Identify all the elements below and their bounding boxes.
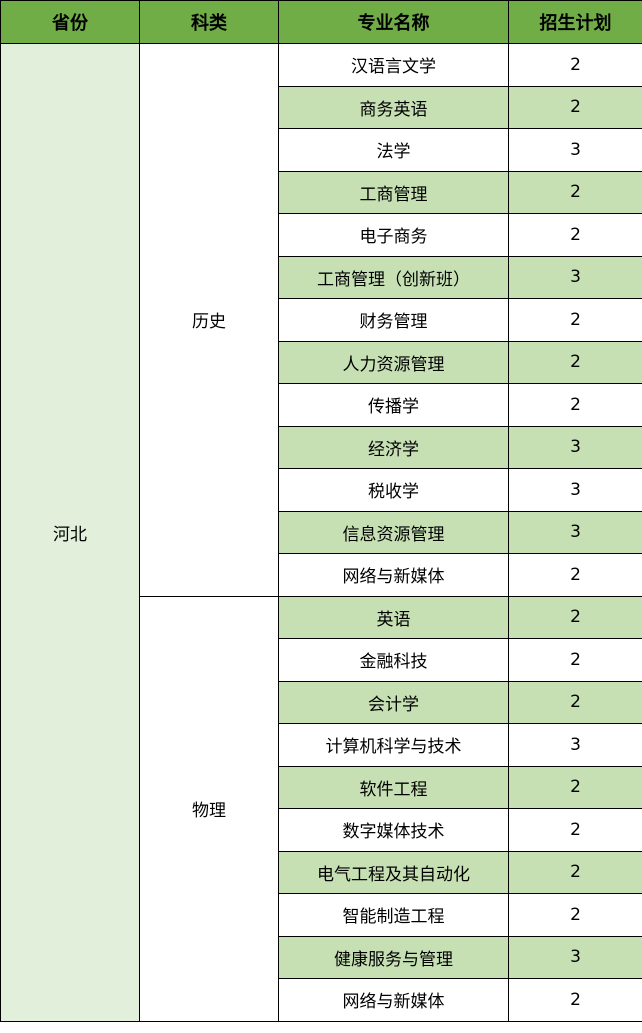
plan-cell: 2: [508, 213, 642, 257]
plan-cell: 2: [508, 383, 642, 427]
major-cell: 软件工程: [278, 765, 509, 809]
major-cell: 金融科技: [278, 638, 509, 682]
table-row: 工商管理（创新班） 3: [1, 255, 642, 299]
header-major: 专业名称: [278, 0, 509, 44]
major-cell: 财务管理: [278, 298, 509, 342]
table-row: 计算机科学与技术 3: [1, 723, 642, 767]
plan-cell: 2: [508, 765, 642, 809]
plan-cell: 3: [508, 510, 642, 554]
table-row: 金融科技 2: [1, 638, 642, 682]
major-cell: 智能制造工程: [278, 893, 509, 937]
plan-cell: 2: [508, 43, 642, 87]
major-cell: 健康服务与管理: [278, 935, 509, 979]
table-row: 河北 历史 汉语言文学 2: [0, 43, 642, 1022]
table-row: 传播学 2: [1, 383, 642, 427]
major-cell: 电子商务: [278, 213, 509, 257]
header-category: 科类: [139, 0, 279, 44]
category-cell: 历史: [139, 43, 279, 597]
table-row: 物理 英语 2: [1, 595, 642, 1022]
category-cell: 物理: [139, 595, 279, 1022]
major-cell: 计算机科学与技术: [278, 723, 509, 767]
plan-cell: 3: [508, 935, 642, 979]
plan-cell: 3: [508, 468, 642, 512]
major-cell: 工商管理: [278, 170, 509, 214]
header-province: 省份: [0, 0, 140, 44]
table-row: 税收学 3: [1, 468, 642, 512]
major-cell: 电气工程及其自动化: [278, 850, 509, 894]
table-row: 法学 3: [1, 128, 642, 172]
plan-cell: 2: [508, 553, 642, 597]
table-row: 信息资源管理 3: [1, 510, 642, 554]
table-row: 电子商务 2: [1, 213, 642, 257]
major-cell: 会计学: [278, 680, 509, 724]
plan-cell: 2: [508, 595, 642, 639]
plan-cell: 3: [508, 128, 642, 172]
table-row: 财务管理 2: [1, 298, 642, 342]
plan-cell: 2: [508, 850, 642, 894]
major-cell: 经济学: [278, 425, 509, 469]
plan-cell: 2: [508, 808, 642, 852]
major-cell: 网络与新媒体: [278, 553, 509, 597]
major-cell: 人力资源管理: [278, 340, 509, 384]
major-cell: 税收学: [278, 468, 509, 512]
table-row: 网络与新媒体 2: [1, 553, 642, 597]
plan-cell: 2: [508, 978, 642, 1022]
table-row: 人力资源管理 2: [1, 340, 642, 384]
plan-cell: 2: [508, 298, 642, 342]
plan-cell: 2: [508, 680, 642, 724]
table-row: 网络与新媒体 2: [1, 978, 642, 1022]
major-cell: 工商管理（创新班）: [278, 255, 509, 299]
major-cell: 数字媒体技术: [278, 808, 509, 852]
plan-cell: 2: [508, 340, 642, 384]
header-row: 省份 科类 专业名称 招生计划: [0, 0, 642, 44]
plan-cell: 3: [508, 425, 642, 469]
plan-cell: 2: [508, 638, 642, 682]
table-row: 软件工程 2: [1, 765, 642, 809]
major-cell: 英语: [278, 595, 509, 639]
plan-cell: 3: [508, 723, 642, 767]
plan-cell: 3: [508, 255, 642, 299]
major-cell: 汉语言文学: [278, 43, 509, 87]
major-cell: 信息资源管理: [278, 510, 509, 554]
table-row: 健康服务与管理 3: [1, 935, 642, 979]
table-row: 工商管理 2: [1, 170, 642, 214]
header-plan: 招生计划: [508, 0, 642, 44]
province-cell: 河北: [0, 43, 140, 1022]
table-row: 智能制造工程 2: [1, 893, 642, 937]
table-row: 会计学 2: [1, 680, 642, 724]
plan-cell: 2: [508, 85, 642, 129]
major-cell: 法学: [278, 128, 509, 172]
table-row: 电气工程及其自动化 2: [1, 850, 642, 894]
table-row: 数字媒体技术 2: [1, 808, 642, 852]
plan-cell: 2: [508, 170, 642, 214]
major-cell: 网络与新媒体: [278, 978, 509, 1022]
plan-cell: 2: [508, 893, 642, 937]
table-row: 经济学 3: [1, 425, 642, 469]
major-cell: 传播学: [278, 383, 509, 427]
major-cell: 商务英语: [278, 85, 509, 129]
